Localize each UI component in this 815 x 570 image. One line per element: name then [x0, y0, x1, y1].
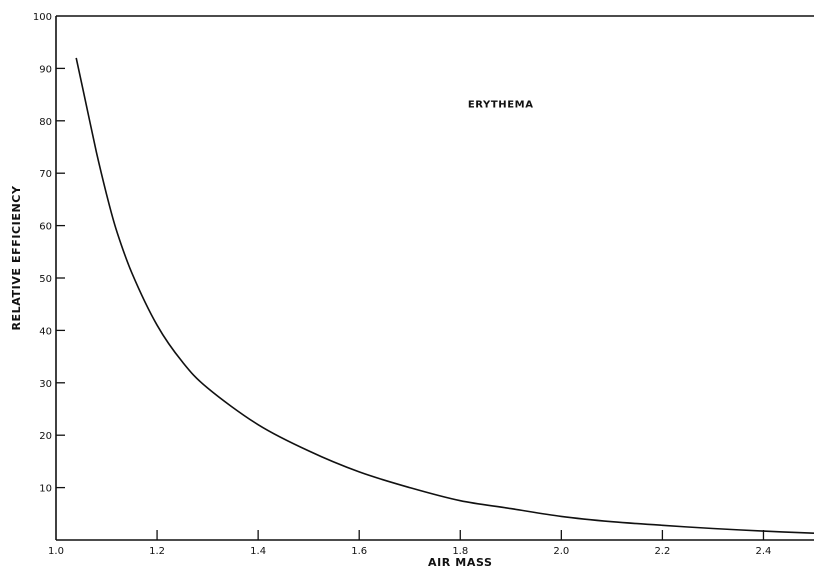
x-tick-label: 1.0 [48, 546, 64, 557]
y-tick-label: 30 [39, 379, 52, 390]
y-tick-label: 90 [39, 64, 52, 75]
y-tick-label: 20 [39, 431, 52, 442]
y-tick-label: 80 [39, 117, 52, 128]
erythema-curve [75, 57, 815, 534]
y-tick-label: 40 [39, 326, 52, 337]
x-tick-label: 1.6 [351, 546, 367, 557]
y-axis-label: RELATIVE EFFICIENCY [10, 185, 23, 330]
y-tick-label: 70 [39, 169, 52, 180]
x-tick-label: 1.8 [452, 546, 468, 557]
plot-frame [55, 15, 814, 541]
y-tick-label: 10 [39, 484, 52, 495]
erythema-annotation: ERYTHEMA [468, 100, 534, 111]
x-axis-label: AIR MASS [428, 556, 493, 569]
x-tick-label: 2.2 [654, 546, 670, 557]
y-tick-label: 100 [33, 12, 52, 23]
x-tick-label: 2.4 [756, 546, 772, 557]
x-tick-label: 1.2 [149, 546, 165, 557]
tick-labels: 1.0 1.2 1.4 1.6 1.8 2.0 2.2 2.4 10 20 30 40 50 60 70 80… [33, 12, 772, 557]
x-tick-label: 1.4 [250, 546, 266, 557]
y-tick-label: 60 [39, 222, 52, 233]
tick-marks [56, 67, 765, 540]
y-tick-label: 50 [39, 274, 52, 285]
x-tick-label: 2.0 [553, 546, 569, 557]
series-layer [75, 57, 815, 534]
